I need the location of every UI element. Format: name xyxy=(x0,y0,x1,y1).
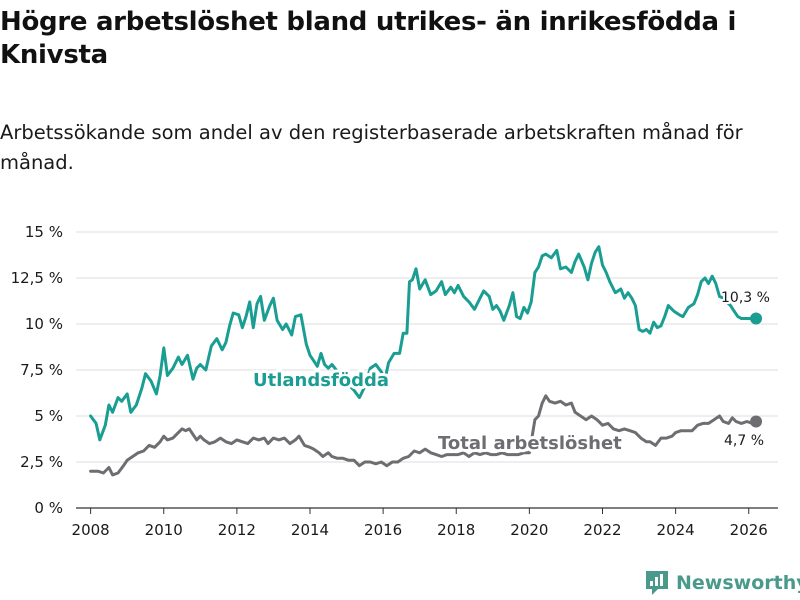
x-tick-label: 2026 xyxy=(730,521,768,539)
labels: Utlandsfödda Total arbetslöshet 10,3 % 4,7 … xyxy=(250,288,772,457)
x-tick-label: 2014 xyxy=(291,521,329,539)
y-tick-label: 10 % xyxy=(25,315,63,333)
x-tick-label: 2020 xyxy=(510,521,548,539)
newsworthy-logo-text: Newsworthy xyxy=(676,572,800,594)
x-tick-label: 2008 xyxy=(72,521,110,539)
y-tick-label: 15 % xyxy=(25,223,63,241)
y-tick-label: 5 % xyxy=(34,407,63,425)
series xyxy=(89,245,763,477)
y-tick-label: 2,5 % xyxy=(20,453,63,471)
series-endpoint-utlandsfodda xyxy=(750,312,763,325)
y-tick-label: 7,5 % xyxy=(20,361,63,379)
end-value-label-total-arbetsloshet: 4,7 % xyxy=(724,433,764,449)
x-tick-label: 2018 xyxy=(437,521,475,539)
y-tick-label: 12,5 % xyxy=(11,269,63,287)
newsworthy-logo: Newsworthy xyxy=(644,569,800,597)
newsworthy-logo-icon xyxy=(646,571,668,595)
chart-title: Högre arbetslöshet bland utrikes- än inr… xyxy=(0,7,737,70)
x-tick-label: 2024 xyxy=(657,521,695,539)
end-value-label-utlandsfodda: 10,3 % xyxy=(721,290,770,306)
axes: 0 % 2,5 % 5 % 7,5 % 10 % 12,5 % 15 % 2008 2010 20… xyxy=(11,223,768,539)
x-tick-label: 2022 xyxy=(583,521,621,539)
series-label-total-arbetsloshet: Total arbetslöshet xyxy=(438,433,622,454)
x-tick-label: 2010 xyxy=(145,521,183,539)
series-label-utlandsfodda: Utlandsfödda xyxy=(253,370,389,391)
series-endpoint-total-arbetsloshet xyxy=(750,415,763,428)
gridlines xyxy=(76,231,778,509)
series-line-total-arbetsloshet xyxy=(89,394,758,477)
y-tick-label: 0 % xyxy=(34,499,63,517)
x-tick-label: 2012 xyxy=(218,521,256,539)
chart-subtitle: Arbetssökande som andel av den registerb… xyxy=(0,121,743,174)
x-tick-label: 2016 xyxy=(364,521,402,539)
series-line-utlandsfodda xyxy=(89,245,758,442)
